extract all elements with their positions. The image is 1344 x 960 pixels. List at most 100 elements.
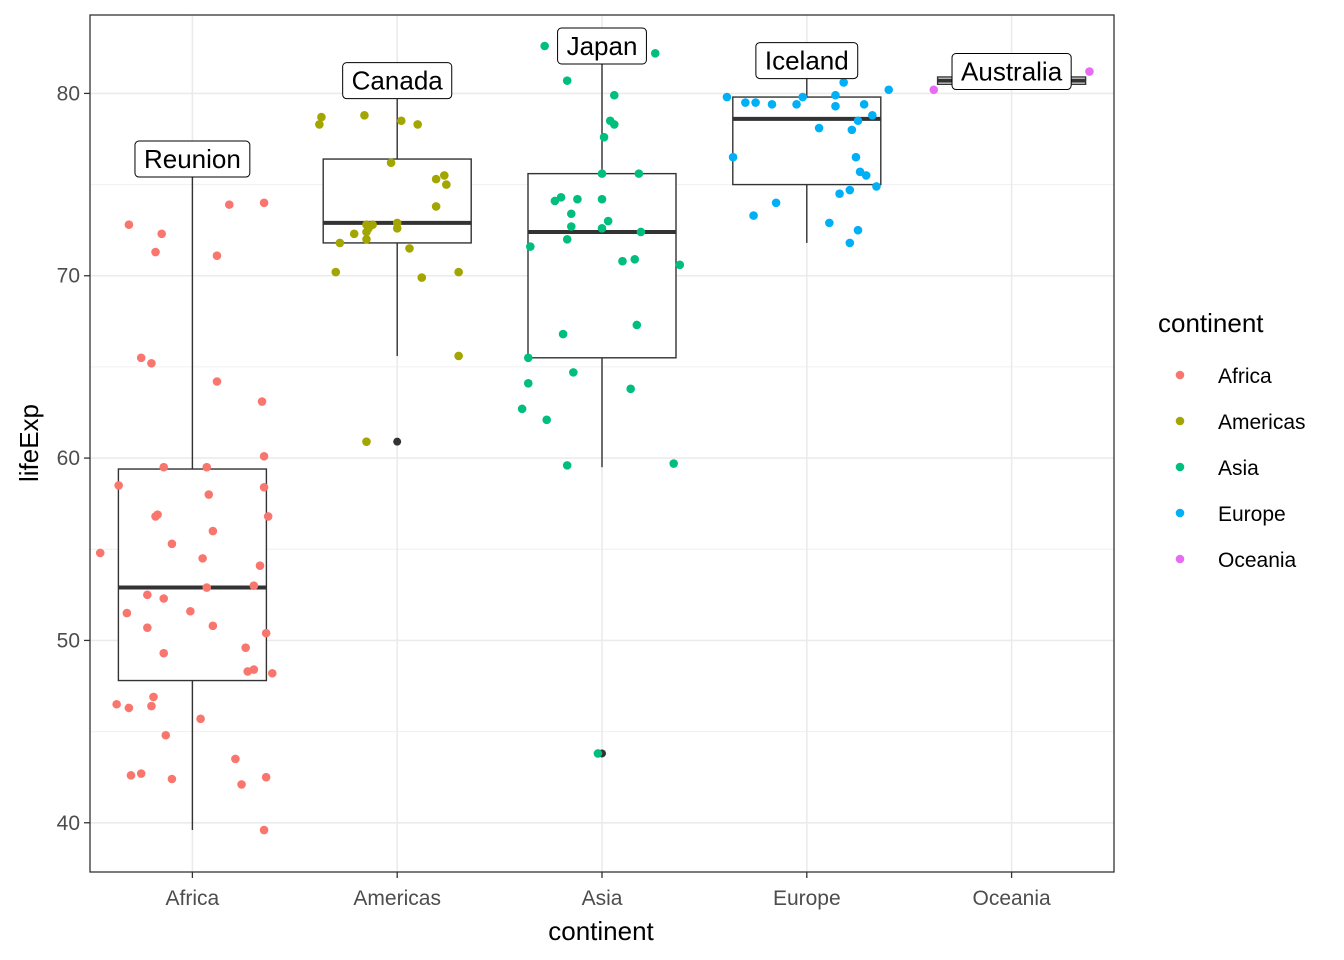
data-point bbox=[526, 242, 535, 251]
data-point bbox=[845, 238, 855, 248]
data-point bbox=[405, 244, 414, 253]
data-point bbox=[650, 48, 660, 58]
data-point bbox=[542, 415, 552, 425]
data-point bbox=[114, 481, 123, 490]
data-point bbox=[136, 769, 146, 778]
data-point bbox=[161, 730, 171, 740]
data-point bbox=[562, 76, 572, 85]
data-point bbox=[136, 353, 146, 363]
data-point bbox=[208, 621, 218, 631]
data-point bbox=[566, 209, 576, 219]
data-point bbox=[550, 196, 560, 206]
data-point bbox=[126, 771, 136, 780]
data-point bbox=[675, 260, 685, 270]
data-point bbox=[143, 623, 152, 632]
data-point bbox=[597, 224, 607, 233]
data-point bbox=[562, 234, 572, 244]
data-point bbox=[360, 110, 369, 120]
data-point bbox=[349, 229, 359, 239]
box-body bbox=[732, 96, 882, 186]
box-outlier bbox=[393, 437, 402, 446]
data-point bbox=[241, 643, 250, 653]
annotation-label: Australia bbox=[951, 53, 1072, 91]
data-point bbox=[593, 749, 603, 758]
data-point bbox=[630, 255, 640, 264]
data-point bbox=[454, 267, 463, 277]
data-point bbox=[523, 379, 533, 388]
data-point bbox=[845, 185, 855, 195]
box-body bbox=[117, 468, 268, 682]
x-axis-title: continent bbox=[548, 916, 654, 946]
annotation-box bbox=[134, 140, 251, 178]
data-point bbox=[599, 132, 609, 142]
legend-label: Americas bbox=[1218, 411, 1306, 434]
annotation-box bbox=[755, 42, 859, 80]
y-tick-label: 70 bbox=[57, 265, 80, 288]
data-point bbox=[868, 110, 877, 120]
data-point bbox=[442, 180, 451, 189]
data-point bbox=[151, 247, 160, 257]
data-point bbox=[257, 397, 267, 406]
data-point bbox=[202, 583, 212, 592]
data-point bbox=[540, 41, 549, 51]
data-point bbox=[562, 461, 572, 470]
annotation-text: Japan bbox=[567, 31, 638, 61]
points-layer bbox=[95, 41, 1094, 835]
data-point bbox=[186, 606, 195, 616]
x-tick-label: Asia bbox=[582, 887, 623, 910]
data-point bbox=[517, 404, 527, 414]
data-point bbox=[259, 482, 269, 492]
data-point bbox=[597, 169, 607, 178]
y-axis-title: lifeExp bbox=[14, 404, 44, 482]
data-point bbox=[249, 665, 259, 674]
data-point bbox=[636, 227, 646, 237]
x-tick-label: Africa bbox=[166, 887, 220, 910]
data-point bbox=[861, 171, 871, 180]
y-tick-label: 50 bbox=[57, 629, 80, 652]
data-point bbox=[198, 554, 207, 563]
data-point bbox=[872, 182, 881, 191]
data-point bbox=[609, 90, 619, 100]
data-point bbox=[149, 692, 158, 702]
data-point bbox=[626, 384, 635, 394]
data-point bbox=[157, 229, 166, 239]
x-tick-label: Americas bbox=[353, 887, 441, 910]
data-point bbox=[831, 90, 840, 100]
data-point bbox=[317, 112, 326, 122]
data-point bbox=[204, 490, 214, 499]
annotation-box bbox=[557, 27, 647, 65]
data-point bbox=[634, 169, 644, 178]
x-tick-label: Oceania bbox=[972, 887, 1051, 910]
data-point bbox=[751, 98, 760, 107]
data-point bbox=[315, 120, 324, 129]
data-point bbox=[853, 225, 863, 235]
legend-key bbox=[1175, 416, 1185, 426]
data-point bbox=[151, 512, 160, 521]
data-point bbox=[814, 123, 824, 133]
data-point bbox=[859, 100, 869, 109]
data-point bbox=[267, 668, 277, 678]
data-point bbox=[569, 368, 578, 377]
data-point bbox=[728, 152, 738, 162]
data-point bbox=[335, 238, 345, 248]
data-point bbox=[440, 171, 449, 180]
data-point bbox=[431, 202, 441, 211]
data-point bbox=[851, 152, 861, 162]
data-point bbox=[237, 780, 246, 789]
data-point bbox=[124, 220, 134, 229]
data-point bbox=[722, 92, 732, 102]
data-point bbox=[362, 234, 371, 244]
annotation-text: Iceland bbox=[765, 46, 849, 76]
data-point bbox=[362, 227, 371, 237]
annotation-box bbox=[951, 53, 1072, 91]
data-point bbox=[825, 218, 834, 228]
legend-key bbox=[1175, 554, 1185, 564]
data-point bbox=[261, 772, 271, 782]
data-point bbox=[208, 526, 218, 536]
y-axis: 40 50 60 70 80 bbox=[57, 82, 90, 835]
boxes-layer bbox=[117, 45, 1087, 831]
data-point bbox=[396, 116, 406, 126]
data-point bbox=[558, 329, 568, 339]
legend-key bbox=[1175, 462, 1185, 472]
